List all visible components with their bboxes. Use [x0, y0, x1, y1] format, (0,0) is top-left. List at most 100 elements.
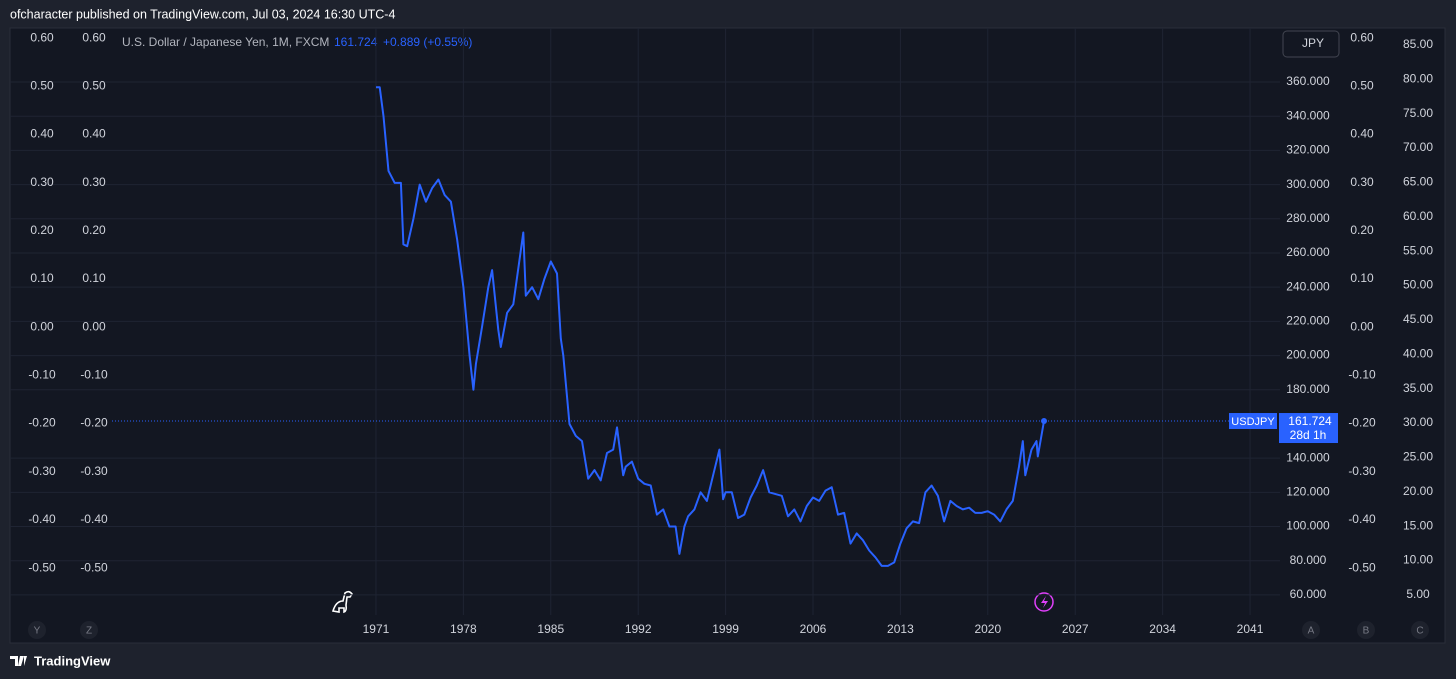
y3-tick-label: 0.00: [1350, 319, 1374, 333]
price-tick-label: 120.000: [1286, 485, 1330, 499]
y3-tick-label: 0.10: [82, 271, 106, 285]
y2-tick-label: 70.00: [1403, 140, 1433, 154]
x-tick-label: 2041: [1237, 622, 1264, 636]
logo-dino: [331, 590, 353, 614]
brand: TradingView: [10, 653, 111, 668]
y3-tick-label: 0.30: [82, 175, 106, 189]
published-note: ofcharacter published on TradingView.com…: [10, 7, 395, 21]
brand-name: TradingView: [34, 653, 111, 668]
x-tick-label: 1985: [537, 622, 564, 636]
price-tick-label: 140.000: [1286, 450, 1330, 464]
price-tick-label: 60.000: [1290, 587, 1327, 601]
y2-tick-label: 55.00: [1403, 243, 1433, 257]
y3-tick-label: 0.60: [1350, 30, 1374, 44]
axis-button-label[interactable]: B: [1363, 626, 1370, 637]
axis-button[interactable]: [1357, 621, 1375, 639]
y3-tick-label: -0.50: [80, 560, 108, 574]
axis-button[interactable]: [1411, 621, 1429, 639]
y2-tick-label: 20.00: [1403, 484, 1433, 498]
last-point: [1041, 418, 1048, 425]
y2-tick-label: 25.00: [1403, 450, 1433, 464]
y3-tick-label: 0.00: [82, 319, 106, 333]
y3-tick-label: -0.10: [1348, 368, 1376, 382]
price-tick-label: 360.000: [1286, 74, 1330, 88]
price-tick-label: 240.000: [1286, 279, 1330, 293]
y3-tick-label: 0.60: [30, 30, 54, 44]
x-tick-label: 1978: [450, 622, 477, 636]
price-box: [1279, 413, 1338, 444]
countdown-label: 28d 1h: [1290, 428, 1327, 442]
y2-tick-label: 65.00: [1403, 175, 1433, 189]
price-tick-label: 80.000: [1290, 553, 1327, 567]
price-box-label: 161.724: [1288, 414, 1332, 428]
y2-tick-label: 10.00: [1403, 553, 1433, 567]
y2-tick-label: 50.00: [1403, 278, 1433, 292]
y3-tick-label: 0.00: [30, 319, 54, 333]
y2-tick-label: 35.00: [1403, 381, 1433, 395]
x-tick-label: 2013: [887, 622, 914, 636]
price-tick-label: 300.000: [1286, 177, 1330, 191]
axis-button-label[interactable]: Z: [86, 626, 92, 637]
y3-tick-label: 0.10: [1350, 271, 1374, 285]
price-tick-label: 220.000: [1286, 314, 1330, 328]
y2-tick-label: 80.00: [1403, 72, 1433, 86]
axis-button-label[interactable]: A: [1308, 626, 1315, 637]
price-tick-label: 100.000: [1286, 519, 1330, 533]
axis-button[interactable]: [1302, 621, 1320, 639]
axis-button-label[interactable]: Y: [34, 626, 41, 637]
y3-tick-label: -0.10: [28, 368, 56, 382]
x-tick-label: 2006: [800, 622, 827, 636]
y3-tick-label: -0.30: [1348, 464, 1376, 478]
price-line: [376, 86, 1045, 567]
y3-tick-label: -0.40: [1348, 512, 1376, 526]
currency-button[interactable]: [1282, 30, 1340, 58]
x-tick-label: 2027: [1062, 622, 1089, 636]
y3-tick-label: 0.50: [1350, 78, 1374, 92]
symbol-label: USDJPY: [1231, 416, 1275, 428]
price-tick-label: 280.000: [1286, 211, 1330, 225]
axis-button[interactable]: [80, 621, 98, 639]
y3-tick-label: -0.20: [80, 416, 108, 430]
y2-tick-label: 15.00: [1403, 518, 1433, 532]
y3-tick-label: 0.20: [30, 223, 54, 237]
y3-tick-label: -0.40: [80, 512, 108, 526]
last-price: 161.724: [334, 35, 378, 49]
x-tick-label: 1971: [363, 622, 390, 636]
y3-tick-label: 0.20: [82, 223, 106, 237]
y3-tick-label: -0.40: [28, 512, 56, 526]
y3-tick-label: 0.50: [30, 78, 54, 92]
grid: [10, 28, 1280, 615]
y2-tick-label: 85.00: [1403, 37, 1433, 51]
y3-tick-label: -0.50: [1348, 560, 1376, 574]
x-tick-label: 2034: [1149, 622, 1176, 636]
axis-button-label[interactable]: C: [1416, 626, 1423, 637]
y3-tick-label: 0.40: [30, 127, 54, 141]
y2-tick-label: 5.00: [1406, 587, 1430, 601]
y2-tick-label: 75.00: [1403, 106, 1433, 120]
y3-tick-label: -0.20: [1348, 416, 1376, 430]
chart-title: U.S. Dollar / Japanese Yen, 1M, FXCM: [122, 35, 329, 49]
lightning-icon[interactable]: [1034, 592, 1054, 612]
price-tick-label: 200.000: [1286, 348, 1330, 362]
y3-tick-label: 0.20: [1350, 223, 1374, 237]
y3-tick-label: 0.40: [82, 127, 106, 141]
y3-tick-label: -0.20: [28, 416, 56, 430]
price-tick-label: 180.000: [1286, 382, 1330, 396]
axis-button[interactable]: [28, 621, 46, 639]
symbol-box: [1229, 413, 1277, 430]
y3-tick-label: -0.30: [28, 464, 56, 478]
currency-label[interactable]: JPY: [1302, 36, 1324, 50]
y3-tick-label: 0.10: [30, 271, 54, 285]
price-tick-label: 320.000: [1286, 143, 1330, 157]
x-tick-label: 1999: [712, 622, 739, 636]
y3-tick-label: -0.30: [80, 464, 108, 478]
x-tick-label: 2020: [974, 622, 1001, 636]
x-tick-label: 1992: [625, 622, 652, 636]
price-tick-label: 340.000: [1286, 108, 1330, 122]
y2-tick-label: 40.00: [1403, 346, 1433, 360]
y3-tick-label: 0.50: [82, 78, 106, 92]
y3-tick-label: 0.60: [82, 30, 106, 44]
price-tick-label: 260.000: [1286, 245, 1330, 259]
